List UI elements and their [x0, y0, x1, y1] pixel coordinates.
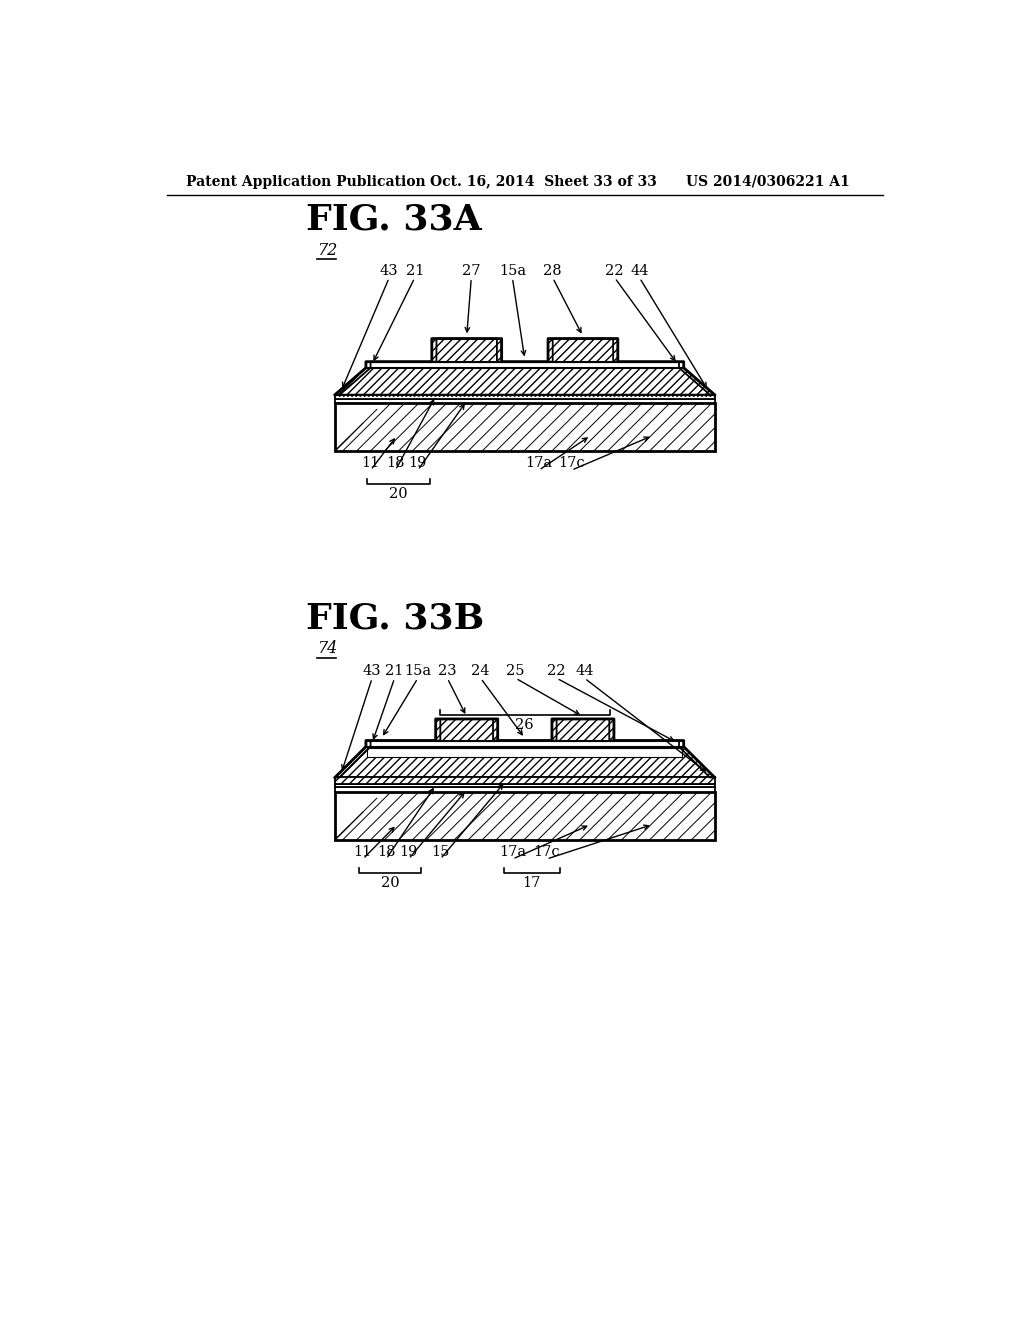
Bar: [435, 719, 498, 741]
Text: 27: 27: [462, 264, 480, 277]
Text: 20: 20: [381, 876, 399, 890]
Text: 21: 21: [406, 264, 424, 277]
Text: 18: 18: [386, 457, 404, 470]
Text: 17c: 17c: [534, 845, 560, 859]
Bar: [335, 399, 715, 404]
Text: 17c: 17c: [558, 457, 585, 470]
Text: 11: 11: [353, 845, 372, 859]
Text: 15a: 15a: [499, 264, 526, 277]
Text: 24: 24: [471, 664, 489, 678]
Text: FIG. 33A: FIG. 33A: [306, 203, 482, 238]
Text: 17: 17: [522, 876, 541, 890]
Text: FIG. 33B: FIG. 33B: [306, 602, 484, 636]
Text: 22: 22: [605, 264, 624, 277]
Text: 25: 25: [506, 664, 524, 678]
Text: 22: 22: [547, 664, 566, 678]
Text: 20: 20: [389, 487, 408, 502]
Text: Oct. 16, 2014  Sheet 33 of 33: Oct. 16, 2014 Sheet 33 of 33: [430, 174, 657, 189]
Text: 15: 15: [431, 845, 450, 859]
Bar: [335, 777, 715, 784]
Text: 43: 43: [362, 664, 381, 678]
Text: 19: 19: [399, 845, 418, 859]
Bar: [368, 748, 682, 758]
Text: 21: 21: [385, 664, 403, 678]
Text: 23: 23: [438, 664, 457, 678]
Text: 26: 26: [515, 718, 535, 733]
Text: 18: 18: [377, 845, 395, 859]
Bar: [432, 339, 502, 362]
Bar: [335, 784, 715, 788]
Text: 43: 43: [380, 264, 398, 277]
Text: 17a: 17a: [525, 457, 552, 470]
Bar: [335, 788, 715, 792]
Bar: [552, 719, 614, 741]
Text: US 2014/0306221 A1: US 2014/0306221 A1: [686, 174, 850, 189]
Text: 15a: 15a: [404, 664, 431, 678]
Bar: [335, 395, 715, 399]
Text: 19: 19: [409, 457, 427, 470]
Polygon shape: [335, 368, 715, 395]
Text: 17a: 17a: [499, 845, 526, 859]
Text: 28: 28: [544, 264, 562, 277]
Bar: [335, 404, 715, 451]
Polygon shape: [335, 747, 715, 777]
Text: Patent Application Publication: Patent Application Publication: [186, 174, 426, 189]
Bar: [548, 339, 617, 362]
Text: 44: 44: [630, 264, 649, 277]
Text: 72: 72: [317, 242, 337, 259]
Text: 74: 74: [317, 640, 337, 657]
Text: 11: 11: [361, 457, 380, 470]
Text: 44: 44: [575, 664, 594, 678]
Bar: [366, 741, 684, 747]
Bar: [366, 362, 684, 368]
Bar: [335, 792, 715, 840]
